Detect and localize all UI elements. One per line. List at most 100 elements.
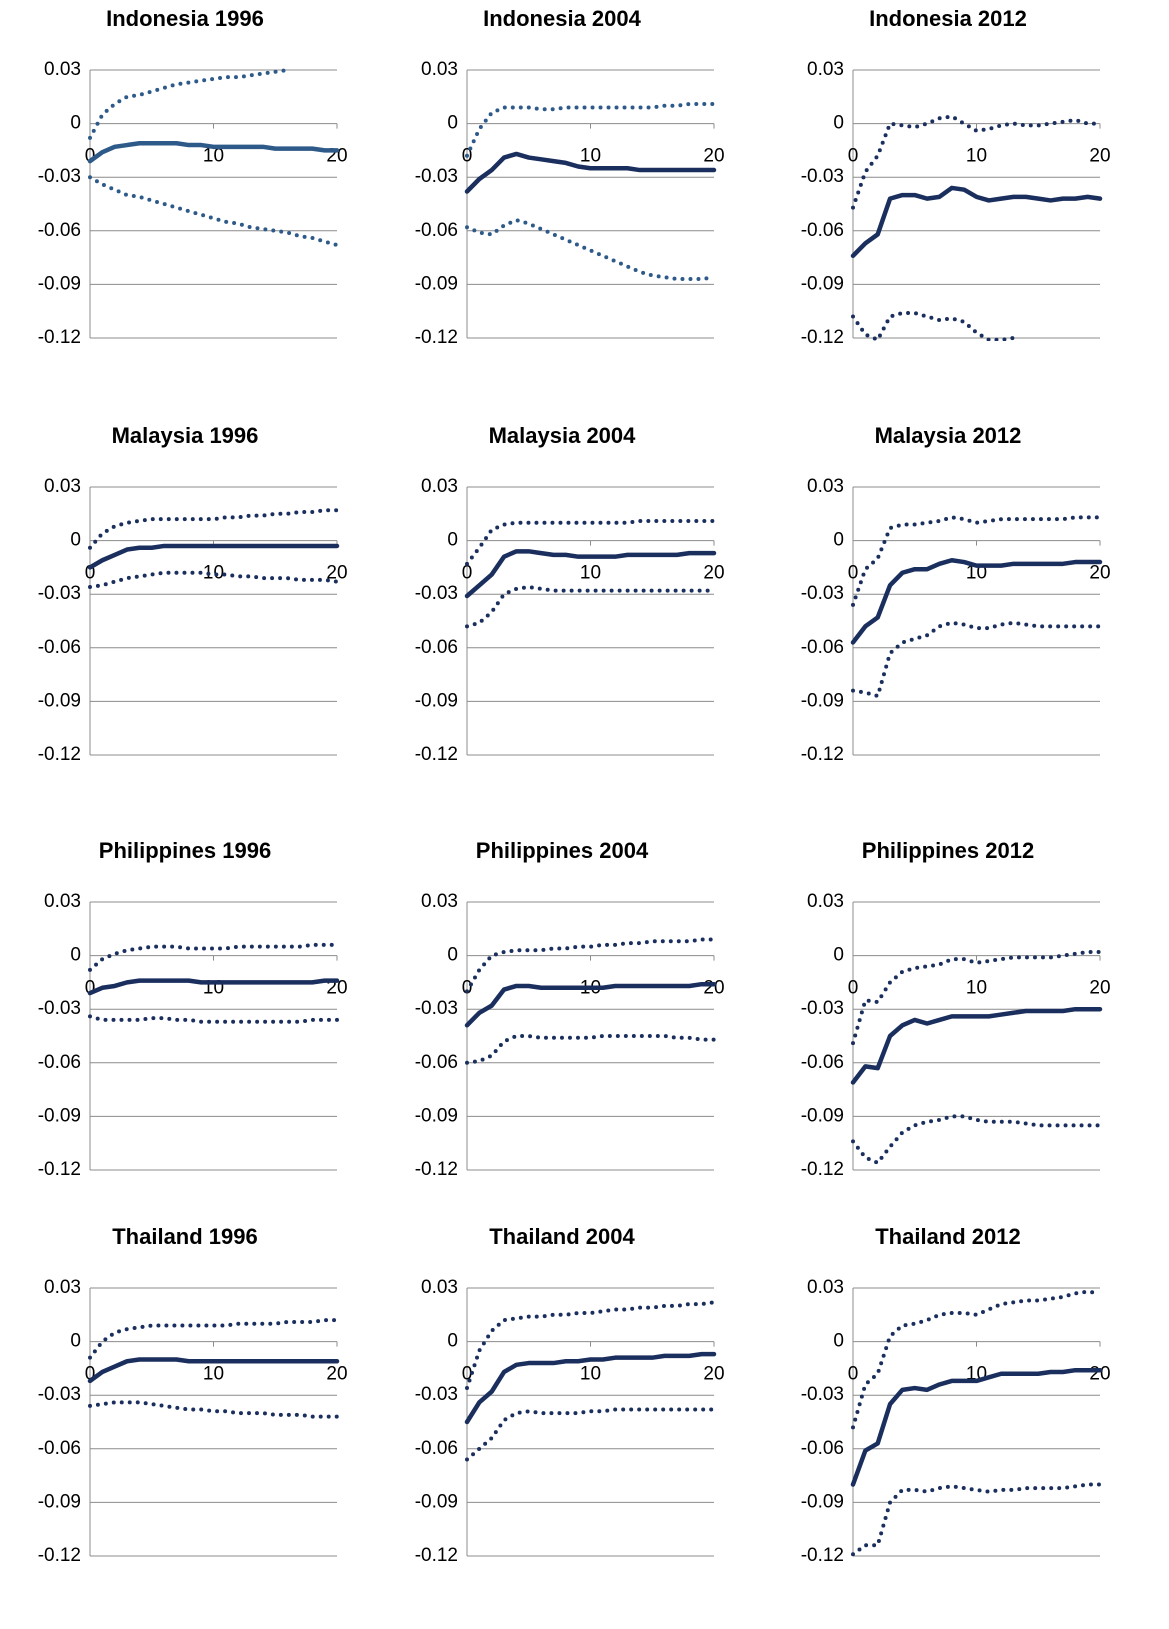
panel-title: Philippines 2012: [862, 838, 1034, 863]
band-line: [465, 218, 716, 282]
estimate-line: [464, 549, 717, 599]
y-tick-label: 0.03: [421, 476, 458, 497]
band-line: [851, 1289, 1102, 1430]
y-tick-label: 0: [447, 945, 458, 966]
x-tick-label: 20: [1089, 146, 1110, 167]
estimate-line: [464, 1351, 717, 1425]
y-tick-label: -0.09: [38, 1105, 81, 1126]
y-tick-label: 0: [833, 530, 844, 551]
y-tick-label: -0.03: [38, 583, 81, 604]
y-tick-label: -0.09: [415, 1491, 458, 1512]
y-tick-label: -0.06: [415, 1052, 458, 1073]
estimate-line: [850, 1367, 1103, 1487]
band-line: [465, 1300, 716, 1391]
band-line: [465, 518, 716, 566]
y-tick-label: -0.09: [38, 273, 81, 294]
y-tick-label: -0.12: [415, 1159, 458, 1180]
y-tick-label: -0.09: [415, 1105, 458, 1126]
band-line: [465, 585, 716, 629]
y-tick-label: 0.03: [44, 1277, 81, 1298]
estimate-line: [87, 543, 340, 570]
y-tick-label: -0.06: [38, 1052, 81, 1073]
band-line: [88, 1400, 339, 1419]
x-tick-label: 0: [462, 1364, 473, 1385]
x-tick-label: 20: [703, 146, 724, 167]
x-tick-label: 10: [203, 146, 224, 167]
y-tick-label: -0.03: [415, 166, 458, 187]
y-tick-label: -0.09: [801, 1491, 844, 1512]
y-tick-label: -0.03: [415, 1384, 458, 1405]
x-tick-label: 10: [580, 563, 601, 584]
panel: Indonesia 20040.030-0.03-0.06-0.09-0.120…: [415, 6, 725, 348]
band-line: [88, 68, 290, 140]
y-tick-label: -0.12: [38, 1159, 81, 1180]
y-tick-label: 0.03: [807, 476, 844, 497]
x-tick-label: 20: [703, 978, 724, 999]
x-tick-label: 10: [580, 146, 601, 167]
band-line: [851, 114, 1102, 210]
y-tick-label: 0: [447, 530, 458, 551]
panel-title: Philippines 1996: [99, 838, 271, 863]
y-tick-label: -0.12: [801, 1545, 844, 1566]
x-tick-label: 0: [848, 978, 859, 999]
x-tick-label: 0: [848, 1364, 859, 1385]
panel-title: Thailand 2004: [489, 1224, 635, 1249]
panel-title: Malaysia 2012: [875, 423, 1022, 448]
y-tick-label: 0.03: [44, 59, 81, 80]
y-tick-label: -0.12: [801, 1159, 844, 1180]
y-tick-label: -0.03: [801, 1384, 844, 1405]
x-tick-label: 0: [462, 978, 473, 999]
x-tick-label: 20: [326, 1364, 347, 1385]
band-line: [88, 508, 339, 550]
panel: Indonesia 20120.030-0.03-0.06-0.09-0.120…: [801, 6, 1111, 348]
panel: Philippines 20120.030-0.03-0.06-0.09-0.1…: [801, 838, 1111, 1180]
y-tick-label: -0.06: [38, 637, 81, 658]
y-tick-label: 0.03: [421, 59, 458, 80]
band-line: [465, 1407, 716, 1462]
x-tick-label: 20: [1089, 563, 1110, 584]
y-tick-label: 0.03: [807, 891, 844, 912]
panel: Indonesia 19960.030-0.03-0.06-0.09-0.120…: [38, 6, 348, 348]
band-line: [851, 950, 1102, 1046]
panel-title: Philippines 2004: [476, 838, 649, 863]
y-tick-label: -0.09: [415, 690, 458, 711]
estimate-line: [850, 558, 1103, 645]
y-tick-label: -0.12: [415, 1545, 458, 1566]
y-tick-label: -0.06: [415, 1438, 458, 1459]
x-tick-label: 0: [85, 1364, 96, 1385]
x-tick-label: 20: [703, 563, 724, 584]
y-tick-label: 0: [833, 945, 844, 966]
x-tick-label: 0: [85, 978, 96, 999]
estimate-line: [87, 978, 340, 996]
y-tick-label: -0.03: [38, 1384, 81, 1405]
y-tick-label: -0.12: [38, 327, 81, 348]
band-line: [88, 942, 339, 972]
y-tick-label: -0.03: [415, 998, 458, 1019]
band-line: [851, 620, 1102, 699]
panel: Philippines 20040.030-0.03-0.06-0.09-0.1…: [415, 838, 725, 1180]
y-tick-label: 0: [447, 113, 458, 134]
band-line: [851, 1114, 1102, 1165]
panel-title: Thailand 1996: [112, 1224, 258, 1249]
x-tick-label: 20: [1089, 978, 1110, 999]
estimate-line: [850, 185, 1103, 259]
y-tick-label: 0.03: [807, 1277, 844, 1298]
y-tick-label: -0.09: [415, 273, 458, 294]
estimate-line: [850, 1006, 1103, 1085]
band-line: [851, 515, 1102, 607]
y-tick-label: -0.12: [801, 327, 844, 348]
y-tick-label: -0.06: [415, 220, 458, 241]
y-tick-label: -0.03: [38, 166, 81, 187]
x-tick-label: 10: [966, 146, 987, 167]
band-line: [88, 570, 339, 590]
x-tick-label: 20: [703, 1364, 724, 1385]
y-tick-label: -0.12: [801, 744, 844, 765]
x-tick-label: 10: [580, 1364, 601, 1385]
y-tick-label: -0.09: [38, 690, 81, 711]
band-line: [465, 1034, 716, 1065]
x-tick-label: 10: [203, 563, 224, 584]
band-line: [88, 1014, 339, 1024]
